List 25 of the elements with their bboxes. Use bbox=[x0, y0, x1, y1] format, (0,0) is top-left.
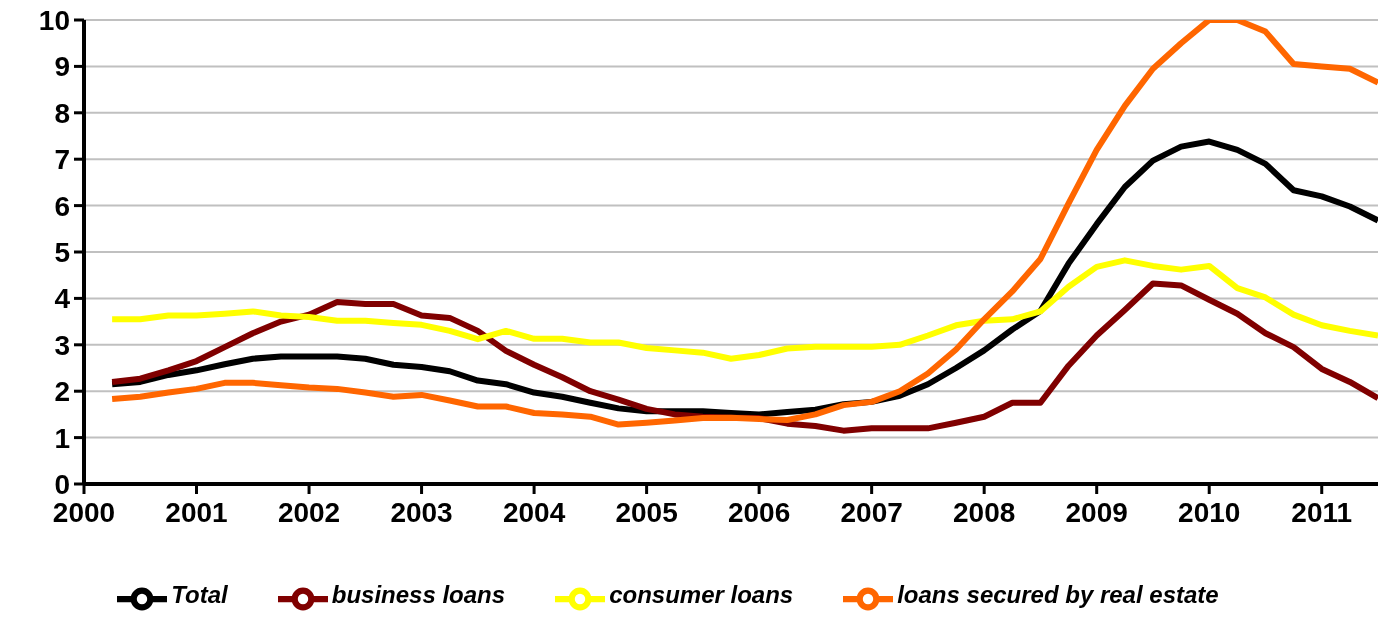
legend-label: consumer loans bbox=[609, 581, 794, 609]
x-tick-label: 2002 bbox=[277, 496, 341, 528]
x-tick-label: 2005 bbox=[615, 496, 678, 528]
x-tick-label: 2010 bbox=[1178, 496, 1241, 528]
x-tick-label: 2001 bbox=[165, 496, 228, 528]
y-tick-label: 5 bbox=[54, 236, 70, 268]
legend-label: Total bbox=[171, 581, 228, 609]
y-tick-label: 8 bbox=[54, 97, 70, 129]
y-tick-label: 2 bbox=[54, 376, 70, 408]
x-tick-label: 2003 bbox=[390, 496, 453, 528]
y-tick-label: 4 bbox=[54, 283, 71, 315]
x-tick-label: 2011 bbox=[1291, 496, 1353, 528]
x-tick-label: 2007 bbox=[840, 496, 903, 528]
y-tick-label: 7 bbox=[54, 144, 70, 176]
y-tick-label: 6 bbox=[54, 190, 70, 222]
x-tick-label: 2006 bbox=[727, 496, 791, 528]
legend-label: loans secured by real estate bbox=[897, 581, 1219, 609]
y-tick-label: 1 bbox=[54, 422, 70, 454]
y-tick-label: 10 bbox=[38, 4, 70, 36]
x-tick-label: 2008 bbox=[953, 496, 1016, 528]
x-tick-label: 2009 bbox=[1065, 496, 1128, 528]
y-tick-label: 9 bbox=[54, 51, 70, 83]
legend-label: business loans bbox=[331, 581, 506, 609]
y-tick-label: 3 bbox=[54, 329, 70, 361]
x-tick-label: 2004 bbox=[502, 496, 566, 528]
